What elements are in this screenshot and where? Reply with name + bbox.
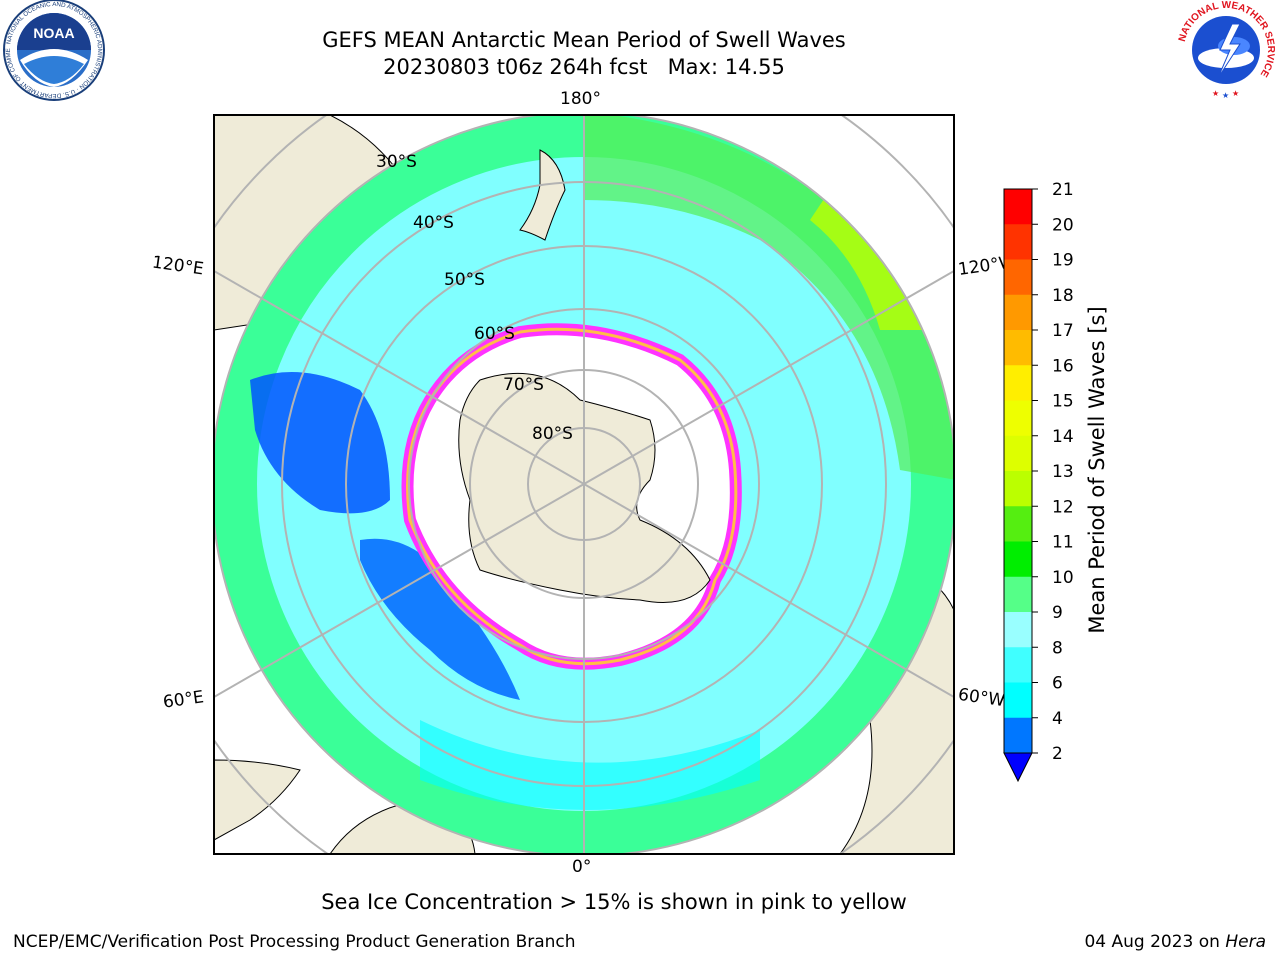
sea-ice-caption: Sea Ice Concentration > 15% is shown in … xyxy=(321,890,907,914)
colorbar-band xyxy=(1004,682,1032,719)
lat-label-80s: 80°S xyxy=(532,424,573,444)
colorbar-tick-label: 19 xyxy=(1052,251,1074,271)
colorbar-band xyxy=(1004,471,1032,507)
colorbar-band xyxy=(1004,506,1032,542)
colorbar-tick-label: 18 xyxy=(1052,286,1074,306)
colorbar-tick-label: 14 xyxy=(1052,427,1074,447)
colorbar-band xyxy=(1004,294,1032,331)
noaa-logo-text: NOAA xyxy=(33,25,74,41)
colorbar-tick-label: 13 xyxy=(1052,462,1074,482)
colorbar-tick-label: 20 xyxy=(1052,215,1074,235)
colorbar-tick-label: 4 xyxy=(1052,709,1063,729)
colorbar-tick-label: 12 xyxy=(1052,497,1074,517)
svg-text:★: ★ xyxy=(1232,89,1239,98)
colorbar-tick-label: 15 xyxy=(1052,392,1074,412)
footer-date: 04 Aug 2023 on Hera xyxy=(1084,932,1266,952)
colorbar-tick-label: 10 xyxy=(1052,568,1074,588)
colorbar-tick-label: 21 xyxy=(1052,180,1074,200)
colorbar-extend-min xyxy=(1003,752,1033,783)
footer-credit: NCEP/EMC/Verification Post Processing Pr… xyxy=(13,932,576,952)
lat-label-40s: 40°S xyxy=(413,213,454,233)
land-africa xyxy=(214,759,301,841)
lon-label-180: 180° xyxy=(560,89,601,109)
low-swell-indian xyxy=(250,372,390,514)
chart-title: GEFS MEAN Antarctic Mean Period of Swell… xyxy=(322,28,846,52)
colorbar-tick-label: 6 xyxy=(1052,674,1063,694)
colorbar-band xyxy=(1004,330,1032,366)
colorbar-band xyxy=(1004,541,1032,578)
land-nz xyxy=(519,149,566,241)
lat-label-30s: 30°S xyxy=(376,152,417,172)
colorbar-tick-label: 9 xyxy=(1052,603,1063,623)
lon-label-0: 0° xyxy=(572,857,592,877)
map-frame xyxy=(213,114,955,855)
footer-host: Hera xyxy=(1225,932,1266,952)
chart-subtitle: 20230803 t06z 264h fcst Max: 14.55 xyxy=(383,55,785,79)
colorbar-band xyxy=(1004,576,1032,613)
nws-logo-icon: NATIONAL WEATHER SERVICE ★ ★ ★ xyxy=(1174,0,1276,100)
svg-text:★: ★ xyxy=(1212,89,1219,98)
lat-label-70s: 70°S xyxy=(503,375,544,395)
colorbar-band xyxy=(1004,435,1032,472)
colorbar-title: Mean Period of Swell Waves [s] xyxy=(1085,306,1109,634)
svg-text:★: ★ xyxy=(1222,91,1229,100)
colorbar-band xyxy=(1004,224,1032,260)
graticule xyxy=(214,115,954,854)
colorbar-band xyxy=(1004,400,1032,437)
noaa-logo-icon: NOAA NATIONAL OCEANIC AND ATMOSPHERIC AD… xyxy=(0,0,105,101)
high-swell-east xyxy=(810,190,930,330)
colorbar-tick-label: 16 xyxy=(1052,356,1074,376)
colorbar-tick-label: 17 xyxy=(1052,321,1074,341)
colorbar-band xyxy=(1004,189,1032,225)
colorbar-tick-label: 2 xyxy=(1052,744,1063,764)
colorbar-band xyxy=(1004,717,1032,754)
colorbar-tick-label: 11 xyxy=(1052,533,1074,553)
footer-date-text: 04 Aug 2023 on xyxy=(1084,932,1226,952)
colorbar-band xyxy=(1004,365,1032,401)
lat-label-50s: 50°S xyxy=(444,270,485,290)
colorbar-band xyxy=(1004,259,1032,296)
colorbar-tick-label: 8 xyxy=(1052,638,1063,658)
sea-ice-edge xyxy=(406,327,738,666)
mid-swell-south xyxy=(420,720,760,810)
colorbar-band xyxy=(1004,612,1032,648)
high-swell-pacific xyxy=(584,115,954,480)
low-swell-indian-2 xyxy=(360,538,520,700)
colorbar-band xyxy=(1004,647,1032,683)
lat-label-60s: 60°S xyxy=(474,324,515,344)
